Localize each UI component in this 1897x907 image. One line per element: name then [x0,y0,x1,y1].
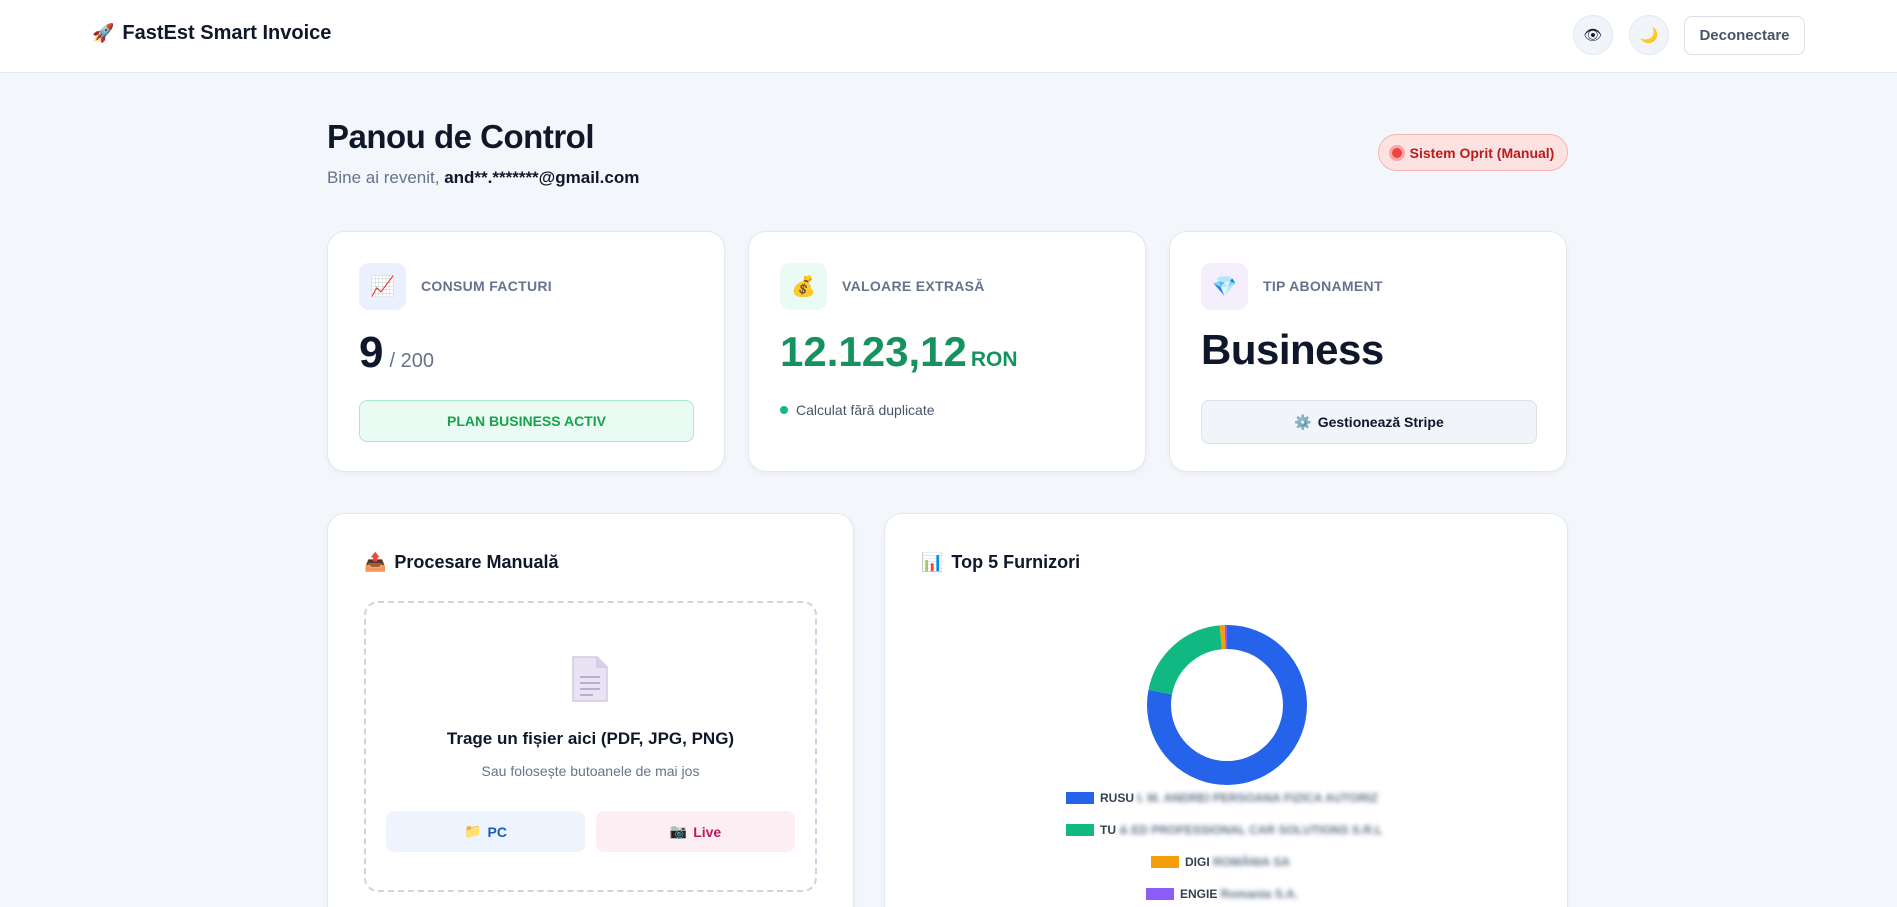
dropzone-subtitle: Sau folosește butoanele de mai jos [481,763,700,779]
gear-icon: ⚙️ [1294,413,1312,430]
camera-icon: 📷 [669,823,688,839]
upload-pc-label: PC [487,823,507,840]
extracted-amount: 12.123,12 RON [780,328,1018,376]
folder-icon: 📁 [464,823,482,839]
legend-label: TU [1100,823,1116,837]
upload-tray-icon: 📤 [364,552,387,572]
legend-swatch [1066,824,1094,836]
manual-processing-title: 📤 Procesare Manuală [364,552,559,573]
subscription-label: TIP ABONAMENT [1263,278,1383,294]
legend-item[interactable]: ENGIE Romania S.A. [1146,887,1298,901]
legend-label: DIGI [1185,855,1210,869]
manual-processing-panel: 📤 Procesare Manuală Trage un fișier aici… [327,513,854,907]
system-status-badge: Sistem Oprit (Manual) [1378,134,1568,171]
legend-swatch [1146,888,1174,900]
dedupe-note: Calculat fără duplicate [780,402,935,418]
page-title: Panou de Control [327,118,595,155]
top-suppliers-panel: 📊 Top 5 Furnizori RUSU I. M. ANDREI PERS… [884,513,1568,907]
consumption-card: 📈 CONSUM FACTURI 9/ 200 PLAN BUSINESS AC… [327,231,725,472]
amount-value: 12.123,12 [780,328,967,375]
logout-button[interactable]: Deconectare [1684,16,1805,55]
legend-label: ENGIE [1180,887,1218,901]
extracted-value-label: VALOARE EXTRASĂ [842,278,985,294]
bar-chart-icon: 📊 [921,552,944,572]
top-bar: 🚀 FastEst Smart Invoice 👁 🌙 Deconectare [0,0,1897,73]
dedupe-note-text: Calculat fără duplicate [796,402,935,418]
document-icon [572,656,608,702]
legend-swatch [1151,856,1179,868]
manage-stripe-button[interactable]: ⚙️ Gestionează Stripe [1201,400,1537,444]
upload-pc-button[interactable]: 📁 PC [386,811,585,852]
status-dot-icon [1391,147,1402,158]
moon-icon: 🌙 [1639,27,1659,44]
subscription-plan: Business [1201,326,1384,373]
amount-currency: RON [970,348,1018,371]
subscription-card: 💎 TIP ABONAMENT Business ⚙️ Gestionează … [1169,231,1567,472]
legend-label-redacted: ROMÂNIA SA [1209,855,1290,869]
legend-swatch [1066,792,1094,804]
top-suppliers-title: 📊 Top 5 Furnizori [921,552,1080,573]
welcome-prefix: Bine ai revenit, [327,168,445,187]
diamond-icon: 💎 [1201,263,1248,310]
legend-label-redacted: I. M. ANDREI PERSOANA FIZICA AUTORIZ [1134,791,1379,805]
legend-label-redacted: & ED PROFESSIONAL CAR SOLUTIONS S.R.L [1116,823,1383,837]
user-email: and**.*******@gmail.com [444,168,640,187]
dropzone-title: Trage un fișier aici (PDF, JPG, PNG) [446,729,735,748]
privacy-toggle-button[interactable]: 👁 [1573,15,1613,55]
manage-stripe-label: Gestionează Stripe [1317,414,1444,430]
extracted-value-card: 💰 VALOARE EXTRASĂ 12.123,12 RON Calculat … [748,231,1146,472]
consumption-value: 9/ 200 [359,328,434,378]
file-dropzone[interactable]: Trage un fișier aici (PDF, JPG, PNG) Sau… [364,601,817,892]
welcome-text: Bine ai revenit, and**.*******@gmail.com [327,168,639,188]
eye-icon: 👁 [1583,27,1603,44]
brand-logo[interactable]: 🚀 FastEst Smart Invoice [92,22,331,45]
legend-label-redacted: Romania S.A. [1217,887,1299,901]
brand-name: FastEst Smart Invoice [122,22,332,44]
status-label: Sistem Oprit (Manual) [1409,144,1555,161]
theme-toggle-button[interactable]: 🌙 [1629,15,1669,55]
legend-item[interactable]: RUSU I. M. ANDREI PERSOANA FIZICA AUTORI… [1066,791,1378,805]
donut-slice-engie[interactable] [1147,625,1307,785]
suppliers-donut-chart [1147,625,1307,785]
camera-live-button[interactable]: 📷 Live [596,811,795,852]
plan-active-badge: PLAN BUSINESS ACTIV [359,400,694,442]
money-bag-icon: 💰 [780,263,827,310]
consumption-limit: / 200 [389,350,434,372]
legend-label: RUSU [1100,791,1135,805]
consumption-label: CONSUM FACTURI [421,278,552,294]
chart-up-icon: 📈 [359,263,406,310]
consumption-used: 9 [359,328,384,377]
manual-processing-label: Procesare Manuală [394,552,559,572]
green-dot-icon [780,406,788,414]
legend-item[interactable]: DIGI ROMÂNIA SA [1151,855,1290,869]
camera-live-label: Live [693,823,722,840]
rocket-icon: 🚀 [92,23,115,43]
legend-item[interactable]: TU & ED PROFESSIONAL CAR SOLUTIONS S.R.L [1066,823,1382,837]
top-suppliers-label: Top 5 Furnizori [951,552,1081,572]
